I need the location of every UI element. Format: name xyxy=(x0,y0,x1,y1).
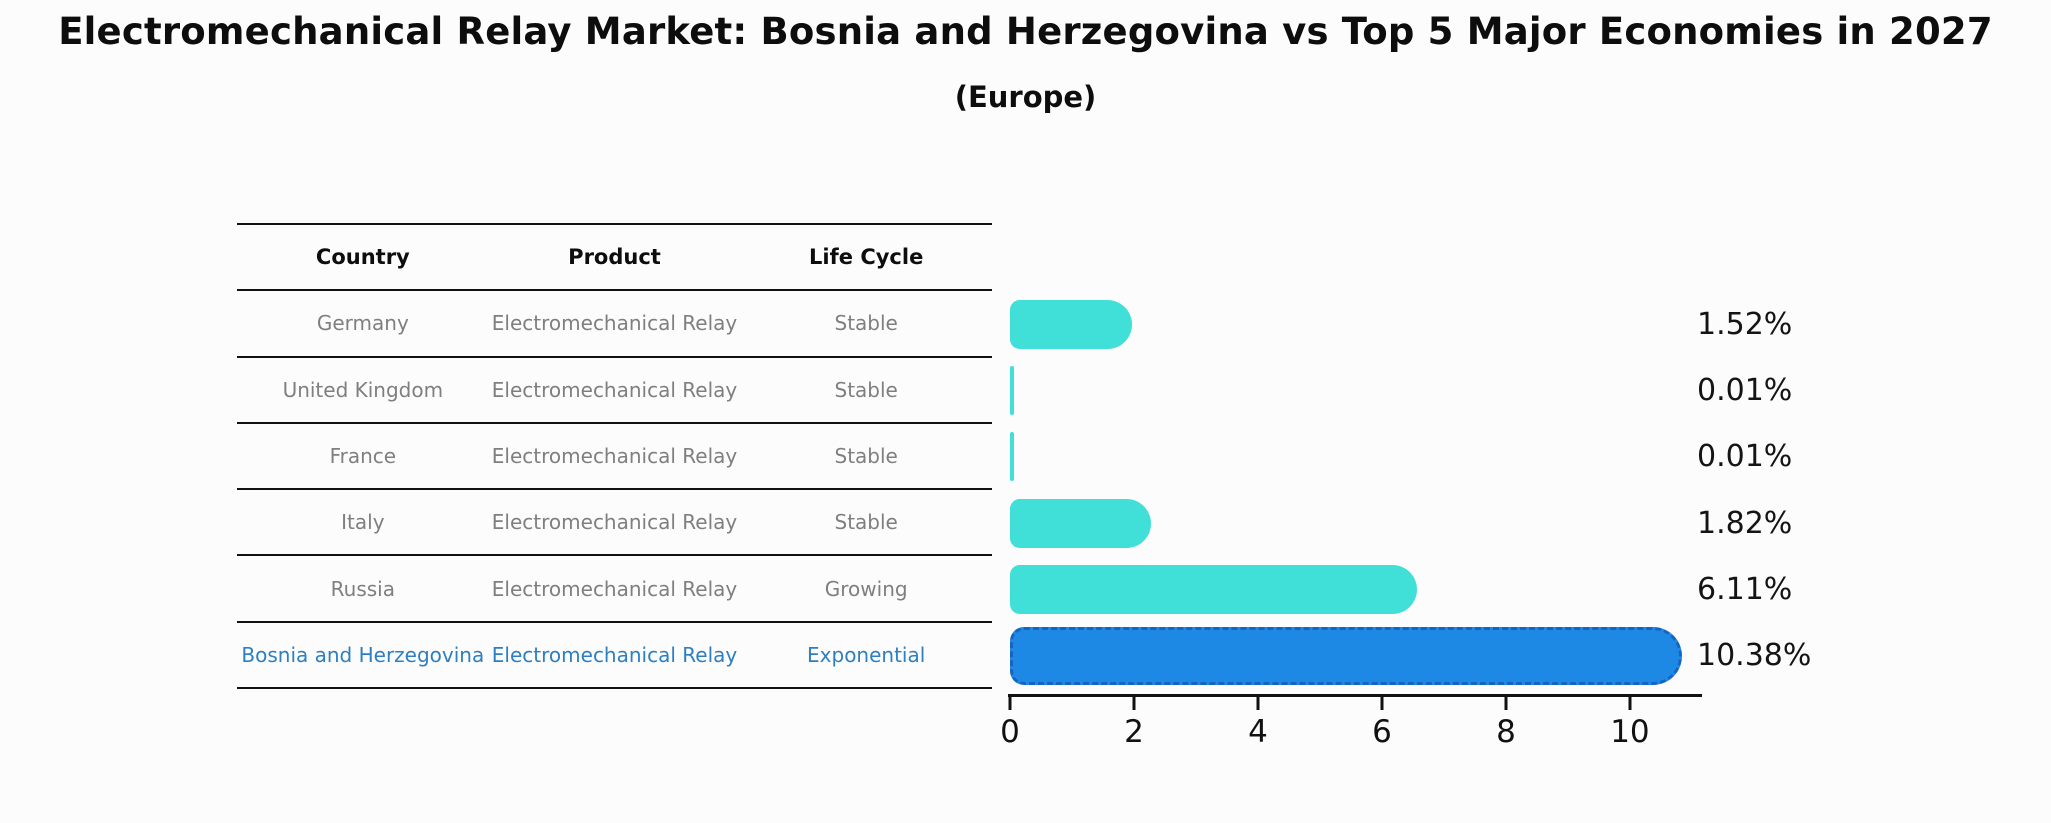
x-tick-label-4: 4 xyxy=(1248,714,1268,750)
cell-lifecycle: Stable xyxy=(834,444,898,469)
page-subtitle: (Europe) xyxy=(954,80,1097,114)
cell-country: Bosnia and Herzegovina xyxy=(241,642,485,667)
value-label-france: 0.01% xyxy=(1697,439,1793,475)
cell-lifecycle: Stable xyxy=(834,311,898,336)
cell-lifecycle: Stable xyxy=(834,377,898,402)
bar-italy xyxy=(1010,498,1151,548)
header-country: Country xyxy=(315,245,410,270)
bar-bosnia-and-herzegovina xyxy=(1010,626,1682,685)
x-tick-label-6: 6 xyxy=(1372,714,1392,750)
cell-product: Electromechanical Relay xyxy=(491,510,738,535)
cell-lifecycle: Growing xyxy=(824,576,908,601)
value-label-bosnia-and-herzegovina: 10.38% xyxy=(1697,638,1812,674)
x-tick-label-10: 10 xyxy=(1610,714,1650,750)
cell-country: Italy xyxy=(341,510,385,535)
cell-country: Germany xyxy=(316,311,409,336)
table-row-russia: Russia Electromechanical Relay Growing xyxy=(237,556,992,623)
table-header-row: Country Product Life Cycle xyxy=(237,225,992,292)
x-tick-10 xyxy=(1628,697,1632,710)
bar-germany xyxy=(1010,299,1133,349)
header-lifecycle: Life Cycle xyxy=(809,245,924,270)
value-label-russia: 6.11% xyxy=(1697,572,1793,608)
cell-country: France xyxy=(329,444,397,469)
bar-row-header-spacer xyxy=(1010,225,1700,291)
x-tick-4 xyxy=(1256,697,1260,710)
table-row-united-kingdom: United Kingdom Electromechanical Relay S… xyxy=(237,358,992,424)
x-tick-2 xyxy=(1132,697,1136,710)
cell-country: United Kingdom xyxy=(282,377,444,402)
bar-russia xyxy=(1010,565,1417,615)
cell-product: Electromechanical Relay xyxy=(491,444,738,469)
cell-lifecycle: Exponential xyxy=(807,642,926,667)
chart-plot-area xyxy=(1010,225,1700,689)
x-tick-8 xyxy=(1504,697,1508,710)
cell-product: Electromechanical Relay xyxy=(491,377,738,402)
header-product: Product xyxy=(568,245,661,270)
x-axis-ticks: 0 2 4 6 8 10 xyxy=(1000,694,1700,764)
cell-country: Russia xyxy=(330,576,395,601)
value-label-italy: 1.82% xyxy=(1697,505,1793,541)
cell-product: Electromechanical Relay xyxy=(491,642,738,667)
x-tick-label-0: 0 xyxy=(1000,714,1020,750)
bar-france xyxy=(1010,432,1014,482)
cell-lifecycle: Stable xyxy=(834,510,898,535)
comparison-table: Country Product Life Cycle Germany Elect… xyxy=(237,223,992,690)
table-row-bosnia-and-herzegovina: Bosnia and Herzegovina Electromechanical… xyxy=(237,623,992,690)
x-tick-label-2: 2 xyxy=(1124,714,1144,750)
x-tick-0 xyxy=(1008,697,1012,710)
value-label-column: 1.52% 0.01% 0.01% 1.82% 6.11% 10.38% xyxy=(1697,225,1997,689)
value-label-germany: 1.52% xyxy=(1697,306,1793,342)
cell-product: Electromechanical Relay xyxy=(491,576,738,601)
x-axis-line xyxy=(1008,694,1702,697)
x-tick-6 xyxy=(1380,697,1384,710)
page-title: Electromechanical Relay Market: Bosnia a… xyxy=(58,10,1993,53)
cell-product: Electromechanical Relay xyxy=(491,311,738,336)
table-row-germany: Germany Electromechanical Relay Stable xyxy=(237,291,992,358)
table-row-france: France Electromechanical Relay Stable xyxy=(237,424,992,491)
bar-united-kingdom xyxy=(1010,366,1014,416)
value-label-spacer xyxy=(1697,225,1997,291)
table-row-italy: Italy Electromechanical Relay Stable xyxy=(237,490,992,557)
x-tick-label-8: 8 xyxy=(1496,714,1516,750)
value-label-united-kingdom: 0.01% xyxy=(1697,373,1793,409)
